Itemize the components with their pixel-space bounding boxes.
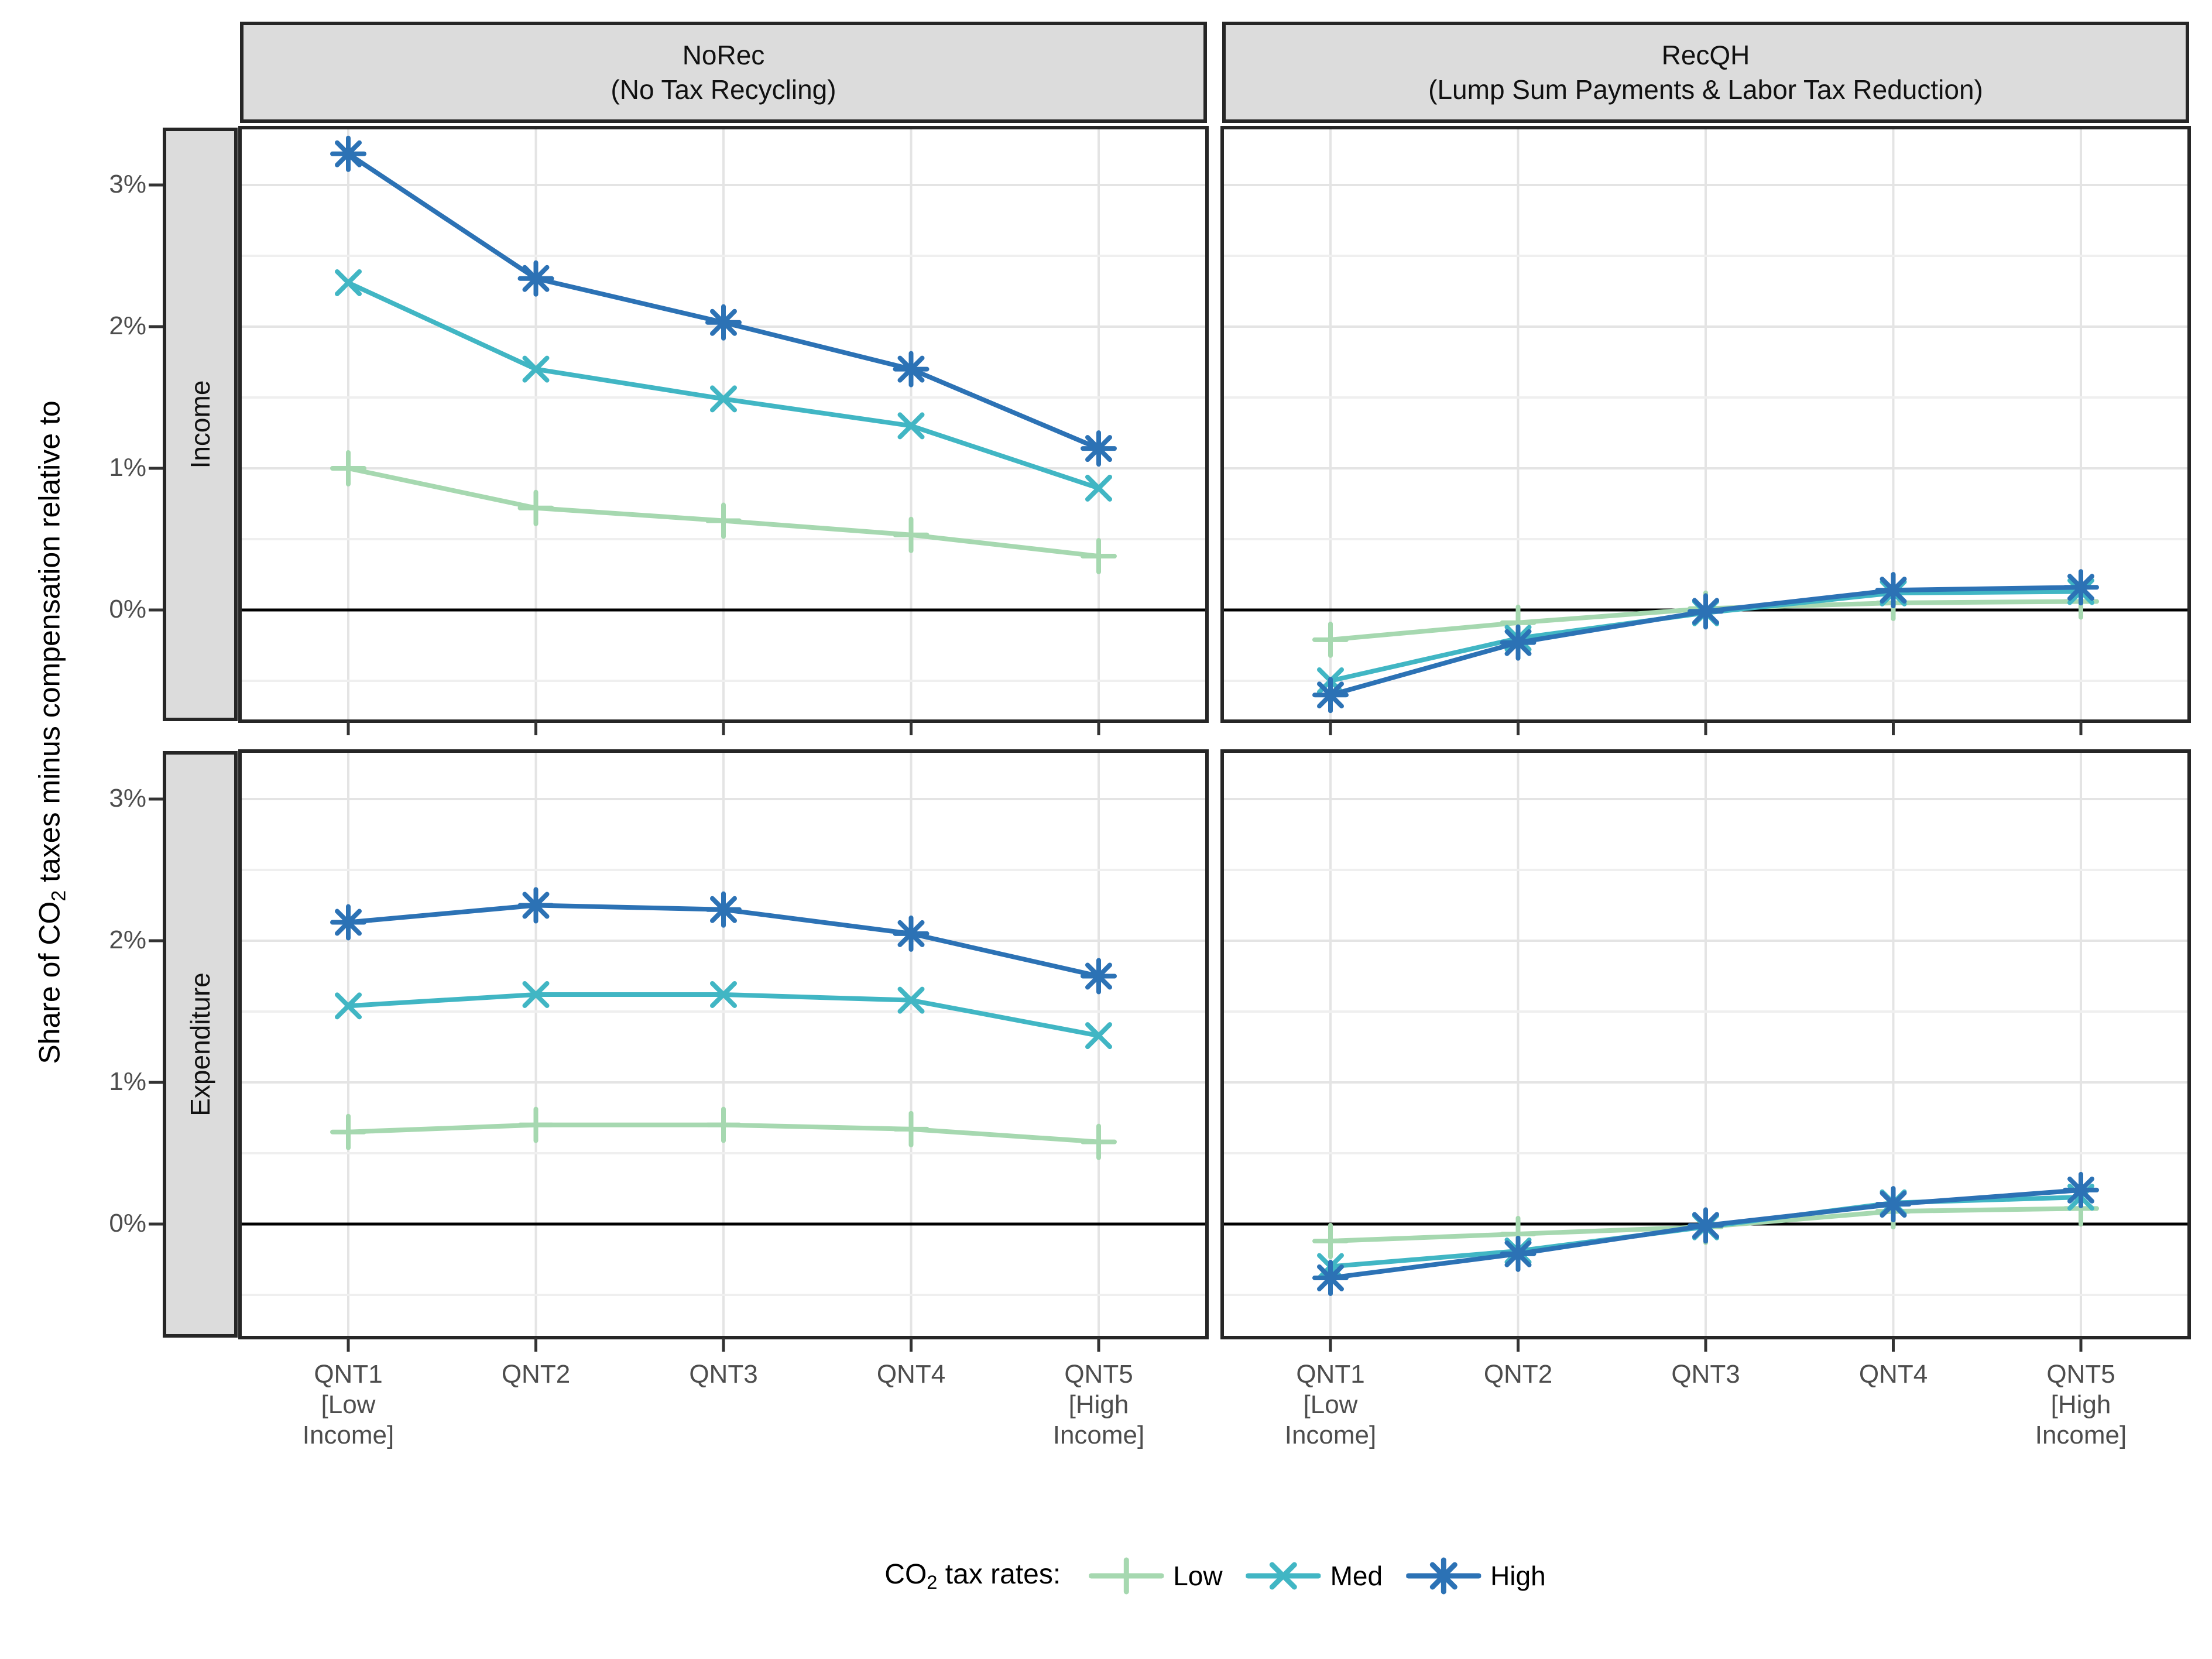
facet-title-recqh: RecQH (1661, 39, 1750, 70)
facet-subtitle-recqh: (Lump Sum Payments & Labor Tax Reduction… (1428, 74, 1983, 105)
y-axis-title-subscript: 2 (47, 890, 70, 902)
legend-item-low: Low (1089, 1548, 1223, 1604)
y-tick-label: 0% (109, 1209, 146, 1238)
y-tick-label: 2% (109, 311, 146, 340)
facet-label-expenditure: Expenditure (185, 972, 215, 1116)
x-tick-label: QNT1 [Low Income] (1284, 1360, 1377, 1449)
y-tick-label: 3% (109, 784, 146, 813)
y-tick-label: 1% (109, 453, 146, 482)
x-tick-label: QNT3 (1671, 1360, 1740, 1389)
legend-items: Low Med High (1089, 1548, 1546, 1604)
facet-label-income: Income (185, 380, 215, 469)
facet-strip-expenditure: Expenditure (163, 751, 238, 1338)
x-tick-label: QNT3 (689, 1360, 758, 1389)
x-tick-label: QNT2 (501, 1360, 571, 1389)
y-tick-label: 1% (109, 1067, 146, 1096)
y-tick-label: 0% (109, 595, 146, 623)
x-tick-label: QNT1 [Low Income] (302, 1360, 395, 1449)
facet-subtitle-norec: (No Tax Recycling) (611, 74, 836, 105)
x-marker-icon (1246, 1562, 1321, 1590)
legend-title-text-end: tax rates: (937, 1558, 1061, 1590)
facet-strip-recqh: RecQH (Lump Sum Payments & Labor Tax Red… (1222, 22, 2189, 123)
x-tick-label: QNT4 (1858, 1360, 1928, 1389)
legend-title-text: CO (884, 1558, 927, 1590)
x-tick-label: QNT5 [High Income] (1052, 1360, 1145, 1449)
asterisk-marker-icon (1406, 1557, 1481, 1595)
y-axis-title: Share of CO2 taxes minus compensation re… (33, 400, 71, 1064)
facet-strip-income: Income (163, 128, 238, 721)
plus-marker-icon (1089, 1557, 1164, 1595)
legend-title: CO2 tax rates: (884, 1558, 1061, 1593)
legend-item-high: High (1406, 1548, 1546, 1604)
x-tick-label: QNT4 (876, 1360, 946, 1389)
legend-item-label: High (1490, 1561, 1546, 1591)
legend: CO2 tax rates: Low Med High (884, 1547, 1546, 1605)
x-tick-label: QNT2 (1483, 1360, 1553, 1389)
x-tick-label: QNT5 [High Income] (2035, 1360, 2127, 1449)
legend-item-med: Med (1246, 1548, 1383, 1604)
legend-item-label: Low (1173, 1561, 1223, 1591)
y-tick-label: 2% (109, 926, 146, 954)
legend-title-subscript: 2 (927, 1571, 938, 1593)
y-tick-label: 3% (109, 170, 146, 198)
legend-item-label: Med (1330, 1561, 1383, 1591)
facet-title-norec: NoRec (682, 39, 765, 70)
facet-strip-norec: NoRec (No Tax Recycling) (240, 22, 1207, 123)
